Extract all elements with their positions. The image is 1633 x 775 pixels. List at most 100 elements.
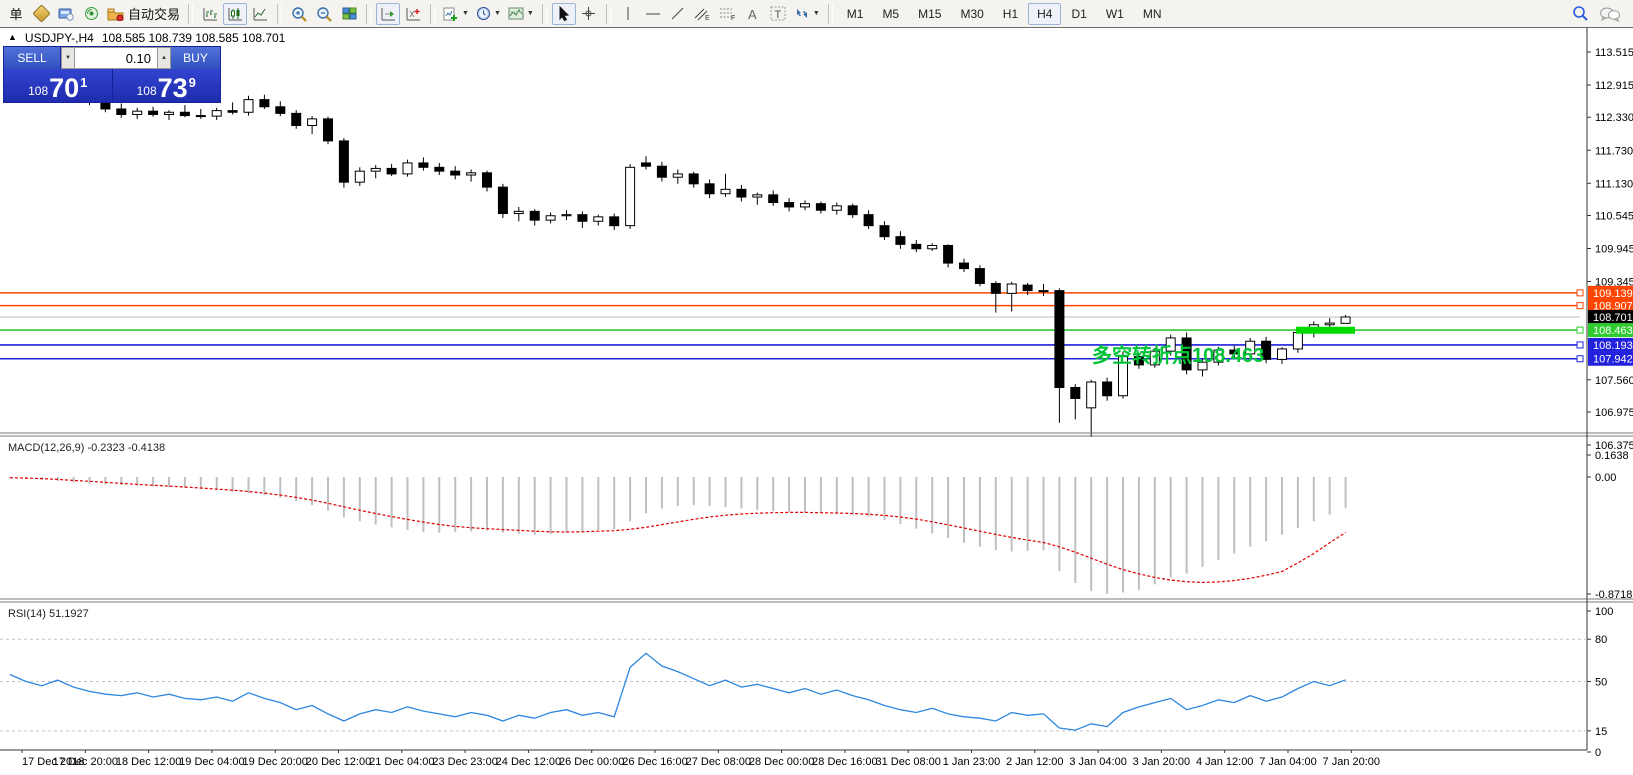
signals-button[interactable] bbox=[79, 3, 103, 25]
autotrading-icon bbox=[107, 8, 124, 21]
svg-text:28 Dec 00:00: 28 Dec 00:00 bbox=[749, 756, 814, 768]
svg-text:4 Jan 12:00: 4 Jan 12:00 bbox=[1196, 756, 1254, 768]
volume-input[interactable]: 0.10 bbox=[75, 47, 157, 69]
svg-text:80: 80 bbox=[1595, 634, 1607, 646]
new-chart-icon bbox=[443, 7, 458, 21]
candlesticks[interactable] bbox=[5, 58, 1351, 438]
timeframe-m15[interactable]: M15 bbox=[918, 6, 942, 21]
navigator-button[interactable] bbox=[54, 3, 78, 25]
periods-dropdown[interactable]: ▼ bbox=[473, 3, 504, 25]
arrows-dropdown[interactable]: ▼ bbox=[791, 3, 823, 25]
svg-text:3 Jan 20:00: 3 Jan 20:00 bbox=[1133, 756, 1191, 768]
svg-text:T: T bbox=[774, 9, 781, 21]
macd-signal-line bbox=[9, 477, 1346, 584]
volume-increase-button[interactable]: ▲ bbox=[157, 47, 171, 69]
svg-text:E: E bbox=[705, 15, 710, 21]
autotrading-button[interactable]: 自动交易 bbox=[104, 3, 183, 25]
timeframe-h1[interactable]: H1 bbox=[1002, 6, 1019, 21]
rsi-line bbox=[9, 652, 1346, 731]
fibonacci-button[interactable]: F bbox=[716, 3, 740, 25]
level-lines[interactable] bbox=[0, 292, 1580, 360]
sell-price-prefix: 108 bbox=[28, 84, 49, 98]
fibonacci-icon: F bbox=[720, 8, 736, 21]
chart-canvas[interactable]: 多空转折点108.463 113.515 112.915 112.330 111.730… bbox=[0, 28, 1633, 770]
toolbar-separator bbox=[366, 3, 372, 24]
macd-panel[interactable]: 0.1638 0.00 -0.8718 MACD(12,26,9) -0.2323 -… bbox=[8, 442, 1632, 601]
svg-text:28 Dec 16:00: 28 Dec 16:00 bbox=[812, 756, 877, 768]
svg-text:17 Dec 20:00: 17 Dec 20:00 bbox=[53, 756, 118, 768]
svg-text:106.975: 106.975 bbox=[1595, 407, 1633, 419]
autotrading-label: 自动交易 bbox=[128, 7, 181, 22]
text-label-button[interactable]: T bbox=[766, 3, 790, 25]
svg-text:107.560: 107.560 bbox=[1595, 375, 1633, 387]
new-chart-dropdown[interactable]: ▼ bbox=[440, 3, 472, 25]
chevron-down-icon: ▼ bbox=[493, 10, 501, 17]
collapse-icon[interactable]: ▲ bbox=[8, 32, 17, 42]
macd-label: MACD(12,26,9) -0.2323 -0.4138 bbox=[8, 442, 165, 454]
cursor-button[interactable] bbox=[551, 2, 576, 25]
rsi-panel[interactable]: 100 80 50 15 0 RSI(14) 51.1927 bbox=[0, 606, 1613, 759]
candlestick-chart-button[interactable] bbox=[223, 2, 248, 25]
market-watch-button[interactable] bbox=[29, 3, 53, 25]
price-axis: 113.515 112.915 112.330 111.730 111.130 110.5… bbox=[1576, 47, 1633, 452]
volume-decrease-button[interactable]: ▼ bbox=[61, 47, 75, 69]
gold-diamond-icon bbox=[31, 4, 51, 23]
chart-svg[interactable]: 多空转折点108.463 113.515 112.915 112.330 111.730… bbox=[0, 28, 1633, 770]
svg-text:0: 0 bbox=[1595, 747, 1601, 759]
crosshair-button[interactable] bbox=[577, 3, 601, 25]
chart-annotation-text[interactable]: 多空转折点108.463 bbox=[1092, 343, 1264, 367]
channel-icon: E bbox=[694, 8, 710, 21]
chevron-down-icon: ▼ bbox=[526, 10, 534, 17]
search-icon[interactable] bbox=[1572, 5, 1589, 22]
timeframe-h4[interactable]: H4 bbox=[1028, 2, 1062, 25]
text-icon: A bbox=[748, 7, 757, 21]
svg-text:20 Dec 12:00: 20 Dec 12:00 bbox=[306, 756, 371, 768]
svg-text:15: 15 bbox=[1595, 726, 1607, 738]
sell-button[interactable]: SELL bbox=[4, 47, 61, 69]
chat-icon[interactable] bbox=[1599, 6, 1621, 22]
auto-scroll-button[interactable] bbox=[376, 2, 401, 25]
equidistant-channel-button[interactable]: E bbox=[691, 3, 715, 25]
bar-chart-button[interactable] bbox=[198, 3, 222, 25]
tile-windows-button[interactable] bbox=[337, 3, 361, 25]
text-label-icon: T bbox=[770, 6, 786, 21]
timeframe-m1[interactable]: M1 bbox=[846, 6, 864, 21]
timeframe-mn[interactable]: MN bbox=[1142, 6, 1162, 21]
new-order-button[interactable]: 单 bbox=[4, 3, 28, 25]
one-click-trade-panel: SELL ▼ 0.10 ▲ BUY 108 70 1 108 73 9 bbox=[3, 46, 221, 103]
new-order-label: 单 bbox=[9, 7, 23, 22]
highlight-segment[interactable] bbox=[1296, 326, 1355, 334]
svg-text:110.545: 110.545 bbox=[1595, 210, 1633, 222]
chevron-down-icon: ▼ bbox=[812, 10, 820, 17]
sell-quote[interactable]: 108 70 1 bbox=[4, 69, 113, 102]
line-chart-button[interactable] bbox=[248, 3, 272, 25]
svg-text:113.515: 113.515 bbox=[1595, 47, 1633, 59]
svg-text:0.00: 0.00 bbox=[1595, 472, 1616, 484]
trendline-button[interactable] bbox=[666, 3, 690, 25]
horizontal-line-button[interactable] bbox=[641, 3, 665, 25]
zoom-in-button[interactable] bbox=[287, 3, 311, 25]
price-level-label bbox=[1588, 285, 1633, 300]
templates-dropdown[interactable]: ▼ bbox=[505, 3, 537, 25]
buy-quote[interactable]: 108 73 9 bbox=[112, 69, 220, 102]
timeframe-m30[interactable]: M30 bbox=[960, 6, 984, 21]
svg-text:27 Dec 08:00: 27 Dec 08:00 bbox=[686, 756, 751, 768]
svg-text:19 Dec 20:00: 19 Dec 20:00 bbox=[242, 756, 307, 768]
toolbar-separator bbox=[430, 3, 436, 24]
timeframe-m5[interactable]: M5 bbox=[882, 6, 900, 21]
svg-text:24 Dec 12:00: 24 Dec 12:00 bbox=[496, 756, 561, 768]
toolbar-separator bbox=[827, 3, 833, 24]
vertical-line-button[interactable] bbox=[616, 3, 640, 25]
price-level-label bbox=[1588, 298, 1633, 313]
buy-button[interactable]: BUY bbox=[171, 47, 220, 69]
navigator-icon bbox=[58, 8, 74, 21]
zoom-out-button[interactable] bbox=[312, 3, 336, 25]
toolbar-separator bbox=[188, 3, 194, 24]
svg-text:21 Dec 04:00: 21 Dec 04:00 bbox=[369, 756, 434, 768]
timeframe-d1[interactable]: D1 bbox=[1071, 6, 1087, 21]
timeframe-w1[interactable]: W1 bbox=[1105, 6, 1124, 21]
svg-text:109.945: 109.945 bbox=[1595, 244, 1633, 256]
zoom-in-icon bbox=[292, 6, 307, 22]
text-button[interactable]: A bbox=[741, 3, 765, 25]
chart-shift-button[interactable] bbox=[401, 3, 425, 25]
